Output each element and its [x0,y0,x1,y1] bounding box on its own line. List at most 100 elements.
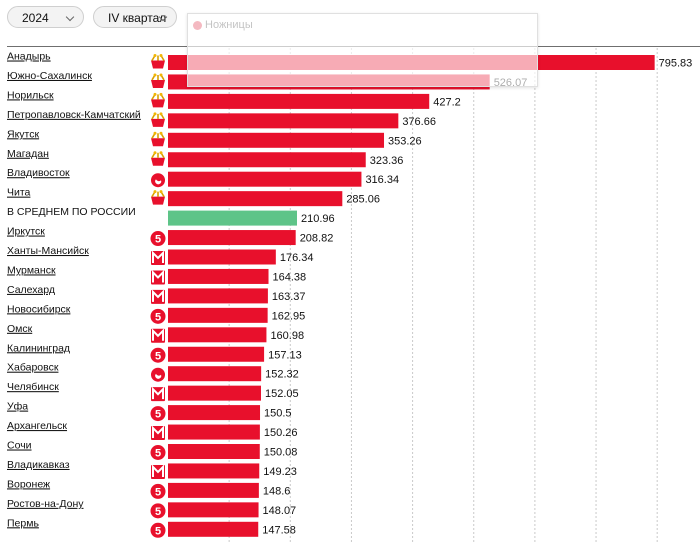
value-label: 157.13 [268,349,302,361]
value-label: 285.06 [346,194,380,206]
value-label: 160.98 [270,330,304,342]
city-label[interactable]: Уфа [7,401,28,413]
magnit-icon [151,270,165,285]
city-label[interactable]: Калининград [7,342,70,354]
svg-text:5: 5 [155,486,161,498]
city-label[interactable]: Ханты-Мансийск [7,245,89,257]
bar [168,405,261,421]
pyaterochka-icon: 5 [150,347,166,363]
city-label[interactable]: Ростов-на-Дону [7,498,84,510]
scissors-icon [193,21,202,30]
bar [168,444,260,459]
city-label[interactable]: Салехард [7,284,55,296]
scissors-popup[interactable]: Ножницы [187,13,538,87]
city-label[interactable]: Магадан [7,148,49,160]
magnit-icon [151,289,165,304]
apple-icon [151,367,165,382]
value-label: 795.83 [659,58,693,70]
bar [168,132,385,148]
city-label[interactable]: Петропавловск-Камчатский [7,109,141,121]
bar [168,230,296,246]
svg-text:5: 5 [155,234,161,246]
value-label: 316.34 [365,174,399,186]
value-label: 150.08 [264,447,298,459]
svg-text:5: 5 [155,350,161,362]
bar [168,113,399,129]
basket-icon [151,131,165,147]
value-label: 323.36 [370,155,404,167]
bar [168,249,276,265]
bar [168,288,268,304]
year-select[interactable]: 2024 [7,6,84,28]
city-label[interactable]: Владикавказ [7,459,70,471]
city-label[interactable]: Архангельск [7,420,67,432]
pyaterochka-icon: 5 [150,503,166,519]
bar [168,327,267,343]
svg-text:5: 5 [155,409,161,421]
city-label[interactable]: Челябинск [7,381,59,393]
bar [168,171,362,187]
svg-text:5: 5 [155,525,161,537]
pyaterochka-icon: 5 [150,308,166,324]
value-label: 147.58 [262,524,296,536]
popup-title: Ножницы [205,19,253,31]
value-label: 208.82 [300,233,334,245]
year-select-value: 2024 [22,11,49,25]
svg-text:5: 5 [155,311,161,323]
basket-icon [151,92,165,108]
city-label[interactable]: Владивосток [7,167,70,179]
pyaterochka-icon: 5 [150,445,166,460]
pyaterochka-icon: 5 [150,483,166,499]
apple-icon [151,173,165,188]
magnit-icon [151,386,165,402]
city-label[interactable]: Якутск [7,128,39,140]
bar [168,152,366,168]
basket-icon [151,190,165,205]
bar [168,210,298,226]
bar [168,463,260,479]
quarter-select[interactable]: IV квартал [93,6,177,28]
basket-icon [151,151,165,166]
value-label: 162.95 [272,310,306,322]
city-label[interactable]: Анадырь [7,51,51,63]
svg-text:5: 5 [155,448,161,460]
value-label: 376.66 [402,116,436,128]
magnit-icon [151,250,165,265]
value-label: 148.6 [263,485,291,497]
city-label: В СРЕДНЕМ ПО РОССИИ [7,206,136,218]
basket-icon [151,112,165,127]
value-label: 152.05 [265,388,299,400]
value-label: 353.26 [388,135,422,147]
city-label[interactable]: Новосибирск [7,303,71,315]
value-label: 163.37 [272,291,306,303]
value-label: 164.38 [273,271,307,283]
city-label[interactable]: Южно-Сахалинск [7,70,92,82]
value-label: 427.2 [433,96,461,108]
magnit-icon [151,464,165,479]
city-label[interactable]: Хабаровск [7,362,59,374]
bar [168,424,260,440]
city-label[interactable]: Омск [7,323,33,335]
city-label[interactable]: Норильск [7,89,54,101]
bar [168,93,430,109]
value-label: 176.34 [280,252,314,264]
value-label: 210.96 [301,213,335,225]
city-label[interactable]: Пермь [7,517,39,529]
bar [168,366,262,382]
bar [168,521,259,537]
bar [168,385,261,401]
bar [168,346,265,362]
value-label: 149.23 [263,466,297,478]
city-label[interactable]: Сочи [7,440,32,452]
pyaterochka-icon: 5 [150,231,166,247]
city-label[interactable]: Иркутск [7,226,45,238]
pyaterochka-icon: 5 [150,522,166,538]
bar [168,191,343,207]
value-label: 150.5 [264,408,292,420]
city-label[interactable]: Воронеж [7,478,50,490]
bar [168,307,268,323]
bar [168,502,259,518]
city-label[interactable]: Мурманск [7,264,56,276]
bar [168,268,269,284]
city-label[interactable]: Чита [7,187,31,199]
